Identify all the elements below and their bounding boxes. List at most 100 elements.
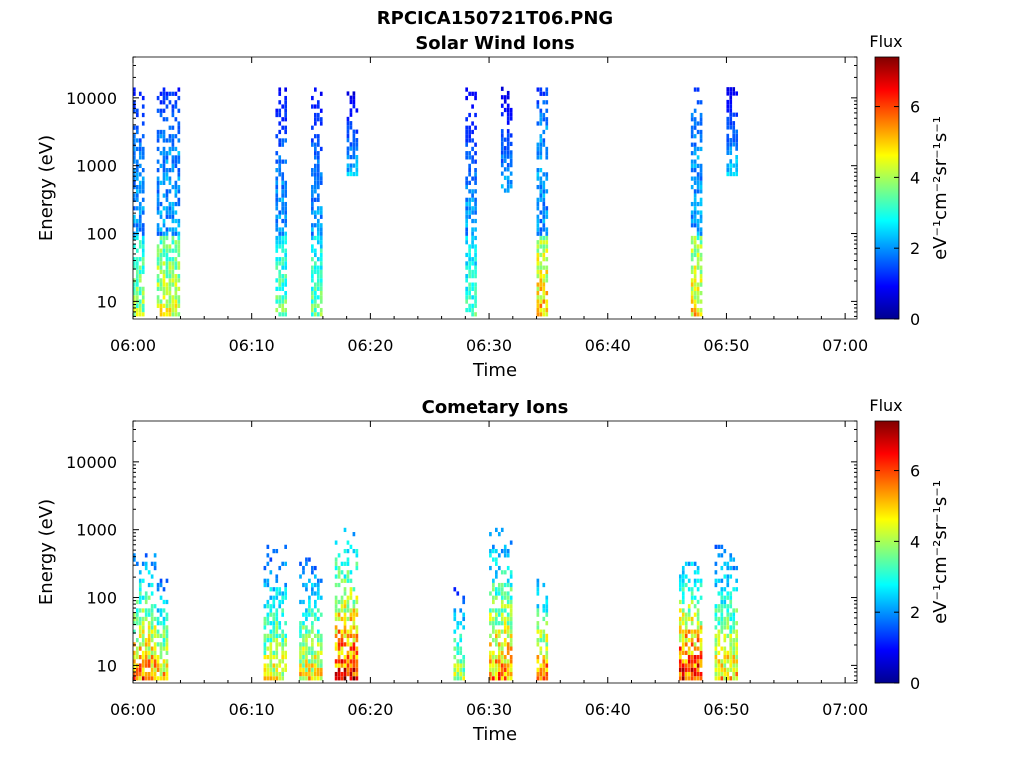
spectrogram-cell: [263, 616, 267, 622]
spectrogram-cell: [693, 667, 697, 672]
spectrogram-cell: [284, 252, 287, 258]
spectrogram-cell: [302, 642, 305, 647]
spectrogram-cell: [699, 112, 703, 118]
spectrogram-cell: [536, 151, 540, 156]
spectrogram-cell: [471, 176, 474, 181]
spectrogram-cell: [314, 261, 317, 266]
spectrogram-cell: [308, 604, 311, 609]
spectrogram-cell: [314, 591, 317, 596]
spectrogram-cell: [263, 582, 267, 588]
spectrogram-cell: [509, 570, 513, 575]
spectrogram-cell: [492, 621, 495, 626]
spectrogram-cell: [275, 184, 279, 190]
spectrogram-cell: [147, 646, 151, 651]
spectrogram-cell: [147, 595, 151, 600]
spectrogram-cell: [346, 540, 350, 545]
spectrogram-cell: [729, 663, 733, 668]
spectrogram-cell: [693, 269, 697, 275]
spectrogram-cell: [135, 227, 139, 232]
spectrogram-cell: [539, 184, 543, 190]
spectrogram-cell: [174, 100, 178, 105]
spectrogram-cell: [471, 257, 474, 262]
spectrogram-cell: [171, 248, 175, 253]
spectrogram-cell: [302, 612, 305, 617]
spectrogram-cell: [153, 553, 157, 558]
spectrogram-cell: [334, 646, 338, 651]
spectrogram-cell: [729, 557, 733, 562]
spectrogram-cell: [696, 667, 700, 672]
spectrogram-cell: [465, 197, 468, 202]
x-tick-label: 06:30: [466, 336, 512, 355]
spectrogram-cell: [500, 582, 504, 588]
spectrogram-cell: [308, 557, 311, 562]
spectrogram-cell: [150, 616, 154, 622]
spectrogram-cell: [542, 608, 546, 613]
spectrogram-cell: [311, 189, 314, 194]
spectrogram-cell: [732, 125, 736, 130]
spectrogram-cell: [720, 663, 724, 668]
spectrogram-cell: [311, 197, 314, 202]
spectrogram-cell: [545, 621, 549, 626]
spectrogram-cell: [699, 201, 703, 207]
spectrogram-cell: [171, 184, 175, 190]
spectrogram-cell: [162, 671, 166, 677]
spectrogram-cell: [334, 659, 338, 664]
spectrogram-cell: [177, 223, 181, 228]
spectrogram-cell: [714, 646, 718, 651]
spectrogram-cell: [319, 595, 323, 600]
spectrogram-cell: [162, 303, 166, 308]
spectrogram-cell: [542, 633, 546, 639]
spectrogram-cell: [500, 676, 504, 681]
spectrogram-cell: [500, 599, 504, 605]
spectrogram-cell: [506, 582, 510, 588]
spectrogram-cell: [545, 146, 549, 152]
spectrogram-cell: [462, 599, 466, 605]
spectrogram-cell: [693, 214, 697, 219]
spectrogram-cell: [162, 286, 166, 291]
spectrogram-cell: [168, 91, 172, 96]
spectrogram-cell: [165, 629, 169, 634]
spectrogram-cell: [278, 261, 282, 266]
spectrogram-cell: [281, 659, 285, 664]
spectrogram-cell: [174, 244, 178, 249]
spectrogram-cell: [681, 667, 685, 672]
spectrogram-cell: [281, 667, 285, 672]
spectrogram-cell: [311, 168, 314, 173]
spectrogram-cell: [162, 95, 166, 101]
spectrogram-cell: [174, 240, 178, 245]
spectrogram-cell: [536, 240, 540, 245]
spectrogram-cell: [681, 671, 685, 677]
spectrogram-cell: [497, 553, 501, 558]
spectrogram-cell: [729, 604, 733, 609]
spectrogram-cell: [539, 265, 543, 270]
spectrogram-cell: [699, 257, 703, 262]
spectrogram-cell: [165, 91, 169, 96]
spectrogram-cell: [474, 244, 477, 249]
spectrogram-cell: [503, 625, 507, 630]
spectrogram-cell: [509, 646, 513, 651]
spectrogram-cell: [693, 218, 697, 224]
spectrogram-cell: [171, 269, 175, 275]
spectrogram-cell: [284, 654, 287, 660]
spectrogram-cell: [334, 608, 338, 613]
spectrogram-cell: [168, 290, 172, 296]
spectrogram-cell: [539, 231, 543, 236]
spectrogram-cell: [177, 248, 181, 253]
spectrogram-cell: [536, 257, 540, 262]
spectrogram-cell: [278, 269, 282, 275]
spectrogram-cell: [165, 168, 169, 173]
spectrogram-cell: [159, 240, 163, 245]
spectrogram-cell: [352, 129, 356, 134]
spectrogram-cell: [133, 100, 136, 105]
spectrogram-cell: [141, 295, 145, 300]
spectrogram-cell: [735, 155, 739, 160]
spectrogram-cell: [536, 155, 540, 160]
spectrogram-cell: [678, 578, 682, 583]
spectrogram-cell: [495, 548, 498, 554]
spectrogram-cell: [497, 633, 501, 639]
spectrogram-cell: [275, 633, 279, 639]
spectrogram-cell: [681, 633, 685, 639]
spectrogram-cell: [269, 667, 273, 672]
spectrogram-cell: [174, 117, 178, 122]
spectrogram-cell: [144, 595, 148, 600]
